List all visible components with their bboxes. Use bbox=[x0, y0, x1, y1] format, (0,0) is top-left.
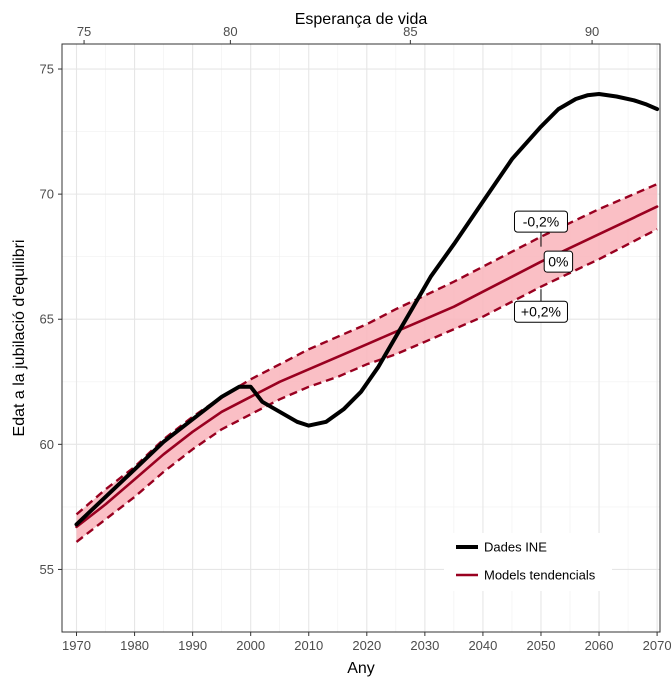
x2-tick-label: 80 bbox=[223, 24, 237, 39]
annotations: -0,2% 0% +0,2% bbox=[513, 210, 574, 323]
y-tick-label: 55 bbox=[40, 562, 54, 577]
y-tick-label: 65 bbox=[40, 312, 54, 327]
legend-box bbox=[444, 533, 612, 591]
x2-tick-label: 85 bbox=[403, 24, 417, 39]
x-axis-bottom: 1970 1980 1990 2000 2010 2020 2030 2040 2050 2060… bbox=[62, 632, 671, 653]
confidence-band bbox=[76, 184, 658, 542]
x-tick-label: 1980 bbox=[120, 638, 149, 653]
annotation-box bbox=[543, 250, 574, 273]
x-tick-label: 2040 bbox=[468, 638, 497, 653]
legend: Dades INE Models tendencials bbox=[444, 533, 612, 591]
y-axis-title: Edat a la jubilació d'equilibri bbox=[11, 240, 28, 437]
x-axis-title: Any bbox=[347, 660, 375, 677]
legend-label: Models tendencials bbox=[484, 568, 596, 583]
series-line-3 bbox=[75, 228, 658, 543]
x-tick-label: 2030 bbox=[410, 638, 439, 653]
x-tick-label: 2060 bbox=[585, 638, 614, 653]
annotation-label: +0,2% bbox=[521, 304, 561, 320]
band-area bbox=[76, 184, 658, 542]
annotation-label: 0% bbox=[548, 254, 568, 270]
annotation-box bbox=[513, 210, 568, 233]
y-tick-label: 75 bbox=[40, 62, 54, 77]
x-tick-label: 2070 bbox=[643, 638, 671, 653]
y-tick-label: 60 bbox=[40, 437, 54, 452]
x-tick-label: 2010 bbox=[294, 638, 323, 653]
annotation-label: -0,2% bbox=[523, 214, 560, 230]
plot-border bbox=[61, 43, 661, 633]
top-axis-title: Esperança de vida bbox=[295, 11, 428, 28]
x-tick-label: 1990 bbox=[178, 638, 207, 653]
x-tick-label: 1970 bbox=[62, 638, 91, 653]
x-tick-label: 2020 bbox=[352, 638, 381, 653]
x-tick-label: 2050 bbox=[527, 638, 556, 653]
x-tick-label: 2000 bbox=[236, 638, 265, 653]
x-axis-top: 75 80 85 90 bbox=[77, 24, 599, 44]
y-tick-label: 70 bbox=[40, 187, 54, 202]
annotation-box bbox=[513, 300, 568, 323]
series-line-0 bbox=[74, 92, 660, 527]
x2-tick-label: 90 bbox=[585, 24, 599, 39]
legend-label: Dades INE bbox=[484, 540, 547, 555]
y-axis: 55 60 65 70 75 bbox=[40, 62, 62, 577]
x2-tick-label: 75 bbox=[77, 24, 91, 39]
